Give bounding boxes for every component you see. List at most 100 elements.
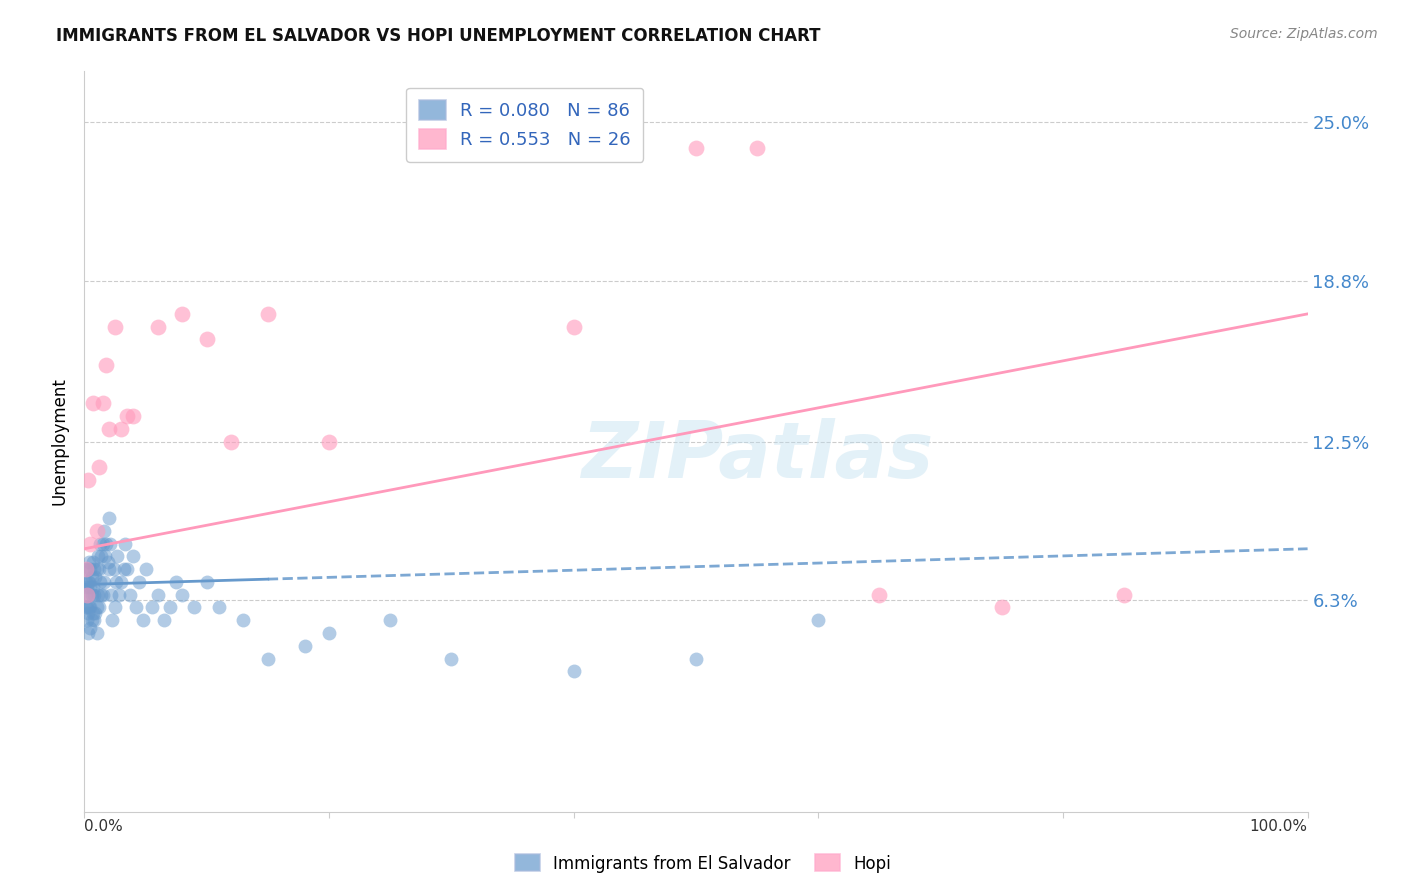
Point — [869, 588, 891, 602]
Point — [79, 536, 101, 550]
Point — [75, 588, 97, 602]
Point — [122, 549, 145, 564]
Point — [112, 562, 135, 576]
Point — [104, 319, 127, 334]
Point — [86, 524, 108, 538]
Point — [77, 574, 100, 589]
Point — [685, 651, 707, 665]
Point — [93, 524, 115, 538]
Text: IMMIGRANTS FROM EL SALVADOR VS HOPI UNEMPLOYMENT CORRELATION CHART: IMMIGRANTS FROM EL SALVADOR VS HOPI UNEM… — [56, 27, 821, 45]
Point — [380, 613, 402, 627]
Point — [562, 665, 585, 679]
Point — [89, 536, 111, 550]
Point — [89, 574, 111, 589]
Point — [77, 588, 100, 602]
Point — [84, 570, 107, 584]
Point — [79, 580, 101, 594]
Point — [97, 555, 120, 569]
Point — [208, 600, 231, 615]
Point — [82, 555, 104, 569]
Point — [77, 606, 100, 620]
Point — [562, 319, 585, 334]
Y-axis label: Unemployment: Unemployment — [51, 377, 69, 506]
Point — [118, 588, 141, 602]
Point — [991, 600, 1014, 615]
Point — [86, 562, 108, 576]
Point — [135, 562, 157, 576]
Point — [82, 606, 104, 620]
Legend: Immigrants from El Salvador, Hopi: Immigrants from El Salvador, Hopi — [508, 847, 898, 880]
Point — [257, 651, 280, 665]
Text: 100.0%: 100.0% — [1250, 820, 1308, 834]
Point — [318, 434, 340, 449]
Point — [76, 562, 98, 576]
Point — [77, 473, 100, 487]
Point — [77, 555, 100, 569]
Point — [80, 570, 103, 584]
Point — [90, 588, 112, 602]
Point — [257, 307, 280, 321]
Point — [685, 141, 707, 155]
Point — [97, 562, 120, 576]
Point — [183, 600, 205, 615]
Point — [115, 562, 138, 576]
Point — [232, 613, 254, 627]
Point — [318, 626, 340, 640]
Point — [807, 613, 830, 627]
Point — [103, 562, 125, 576]
Point — [76, 613, 98, 627]
Point — [172, 307, 194, 321]
Point — [76, 588, 98, 602]
Point — [110, 422, 132, 436]
Point — [77, 574, 100, 589]
Point — [1114, 588, 1136, 602]
Point — [91, 396, 114, 410]
Point — [75, 562, 97, 576]
Point — [153, 613, 176, 627]
Text: ZIPatlas: ZIPatlas — [581, 418, 934, 494]
Point — [294, 639, 316, 653]
Point — [219, 434, 242, 449]
Point — [77, 600, 100, 615]
Point — [90, 549, 112, 564]
Point — [440, 651, 463, 665]
Point — [94, 549, 117, 564]
Point — [87, 549, 110, 564]
Point — [87, 562, 110, 576]
Point — [146, 588, 169, 602]
Point — [105, 549, 128, 564]
Point — [125, 600, 148, 615]
Point — [146, 319, 169, 334]
Point — [83, 613, 105, 627]
Point — [141, 600, 163, 615]
Point — [77, 626, 100, 640]
Point — [747, 141, 769, 155]
Point — [93, 574, 115, 589]
Point — [122, 409, 145, 423]
Point — [82, 396, 104, 410]
Point — [128, 574, 150, 589]
Point — [80, 613, 103, 627]
Point — [110, 574, 132, 589]
Point — [86, 600, 108, 615]
Point — [91, 588, 114, 602]
Point — [76, 600, 98, 615]
Point — [79, 600, 101, 615]
Point — [101, 613, 124, 627]
Text: 0.0%: 0.0% — [84, 820, 124, 834]
Point — [91, 536, 114, 550]
Text: Source: ZipAtlas.com: Source: ZipAtlas.com — [1230, 27, 1378, 41]
Point — [105, 574, 128, 589]
Point — [86, 626, 108, 640]
Point — [195, 574, 218, 589]
Point — [75, 562, 97, 576]
Point — [97, 422, 120, 436]
Point — [115, 409, 138, 423]
Point — [83, 562, 105, 576]
Point — [100, 588, 122, 602]
Point — [165, 574, 187, 589]
Point — [107, 588, 129, 602]
Point — [98, 536, 121, 550]
Point — [97, 511, 120, 525]
Point — [75, 600, 97, 615]
